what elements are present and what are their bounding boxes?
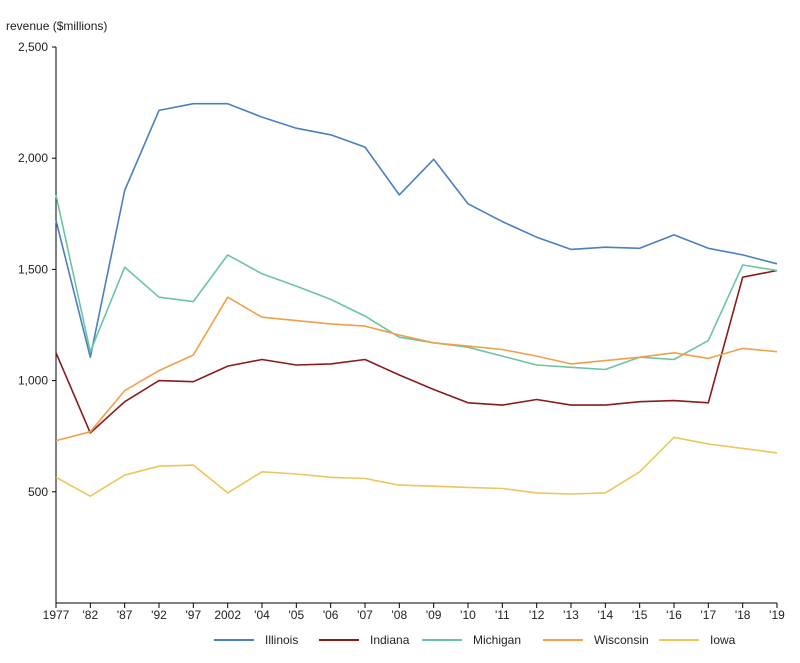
legend-label-iowa: Iowa bbox=[710, 633, 736, 647]
x-tick-label: '06 bbox=[323, 608, 339, 622]
x-tick-label: 2002 bbox=[214, 608, 241, 622]
y-tick-label: 1,000 bbox=[18, 374, 48, 388]
x-tick-label: '97 bbox=[186, 608, 202, 622]
y-tick-label: 2,000 bbox=[18, 151, 48, 165]
y-tick-label: 1,500 bbox=[18, 262, 48, 276]
x-tick-label: '17 bbox=[701, 608, 717, 622]
legend-label-wisconsin: Wisconsin bbox=[594, 633, 649, 647]
x-tick-label: '14 bbox=[598, 608, 614, 622]
x-tick-label: '18 bbox=[735, 608, 751, 622]
x-tick-label: '92 bbox=[151, 608, 167, 622]
series-line-illinois bbox=[55, 102, 778, 359]
x-tick-label: '15 bbox=[632, 608, 648, 622]
x-tick-label: '82 bbox=[83, 608, 99, 622]
x-tick-label: '08 bbox=[392, 608, 408, 622]
x-tick-label: 1977 bbox=[43, 608, 70, 622]
series-lines bbox=[55, 102, 778, 498]
x-tick-label: '05 bbox=[289, 608, 305, 622]
y-tick-label: 500 bbox=[28, 485, 48, 499]
x-tick-label: '87 bbox=[117, 608, 133, 622]
x-axis-ticks: 1977 '82 '87 '92 '97 2002 '04 '05 '06 '07 '08 '09 '1… bbox=[43, 603, 785, 622]
legend-label-illinois: Illinois bbox=[265, 633, 298, 647]
legend-label-michigan: Michigan bbox=[473, 633, 521, 647]
y-tick-label: 2,500 bbox=[18, 40, 48, 54]
series-line-michigan bbox=[55, 194, 778, 371]
y-axis-title: revenue ($millions) bbox=[6, 19, 107, 33]
series-line-wisconsin bbox=[55, 296, 778, 442]
x-tick-label: '07 bbox=[357, 608, 373, 622]
y-axis-ticks: 500 1,000 1,500 2,000 2,500 bbox=[18, 40, 56, 499]
x-tick-label: '13 bbox=[563, 608, 579, 622]
x-tick-label: '12 bbox=[529, 608, 545, 622]
x-tick-label: '16 bbox=[666, 608, 682, 622]
x-tick-label: '10 bbox=[460, 608, 476, 622]
x-tick-label: '19 bbox=[769, 608, 785, 622]
series-line-iowa bbox=[55, 436, 778, 498]
x-tick-label: '11 bbox=[495, 608, 510, 622]
x-tick-label: '04 bbox=[254, 608, 270, 622]
series-line-indiana bbox=[55, 269, 778, 434]
x-tick-label: '09 bbox=[426, 608, 442, 622]
legend-label-indiana: Indiana bbox=[370, 633, 410, 647]
legend: Illinois Indiana Michigan Wisconsin Iowa bbox=[214, 633, 736, 647]
